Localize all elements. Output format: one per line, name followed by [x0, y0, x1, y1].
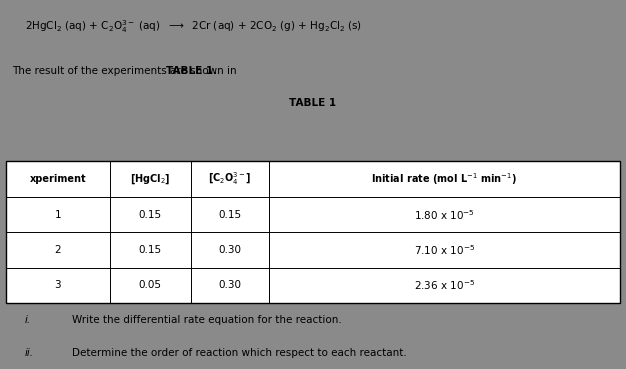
Text: Determine the order of reaction which respect to each reactant.: Determine the order of reaction which re…: [72, 348, 407, 358]
Text: 0.15: 0.15: [218, 210, 242, 220]
Text: The result of the experiments are shown in: The result of the experiments are shown …: [13, 66, 240, 76]
Text: 2.36 x 10$^{-5}$: 2.36 x 10$^{-5}$: [414, 278, 475, 292]
Text: 2HgCl$_2$ (aq) + C$_2$O$_4^{3-}$ (aq)  $\longrightarrow$  2Cr (aq) + 2CO$_2$ (g): 2HgCl$_2$ (aq) + C$_2$O$_4^{3-}$ (aq) $\…: [25, 18, 362, 35]
Text: 2: 2: [54, 245, 61, 255]
Text: 1: 1: [54, 210, 61, 220]
Text: 3: 3: [54, 280, 61, 290]
Text: 1.80 x 10$^{-5}$: 1.80 x 10$^{-5}$: [414, 208, 475, 222]
Text: 0.30: 0.30: [218, 245, 242, 255]
Text: 0.30: 0.30: [218, 280, 242, 290]
Text: [HgCl$_2$]: [HgCl$_2$]: [130, 172, 170, 186]
Text: Initial rate (mol L$^{-1}$ min$^{-1}$): Initial rate (mol L$^{-1}$ min$^{-1}$): [371, 171, 518, 187]
Text: TABLE 1: TABLE 1: [289, 98, 337, 108]
Text: 0.15: 0.15: [139, 210, 162, 220]
Text: TABLE 1.: TABLE 1.: [166, 66, 217, 76]
Text: 0.15: 0.15: [139, 245, 162, 255]
Text: i.: i.: [25, 315, 31, 325]
Text: 0.05: 0.05: [139, 280, 162, 290]
Text: [C$_2$O$_4^{3-}$]: [C$_2$O$_4^{3-}$]: [208, 170, 252, 187]
Text: ii.: ii.: [25, 348, 34, 358]
Text: 7.10 x 10$^{-5}$: 7.10 x 10$^{-5}$: [414, 243, 475, 257]
Text: xperiment: xperiment: [29, 174, 86, 184]
Text: Write the differential rate equation for the reaction.: Write the differential rate equation for…: [72, 315, 342, 325]
